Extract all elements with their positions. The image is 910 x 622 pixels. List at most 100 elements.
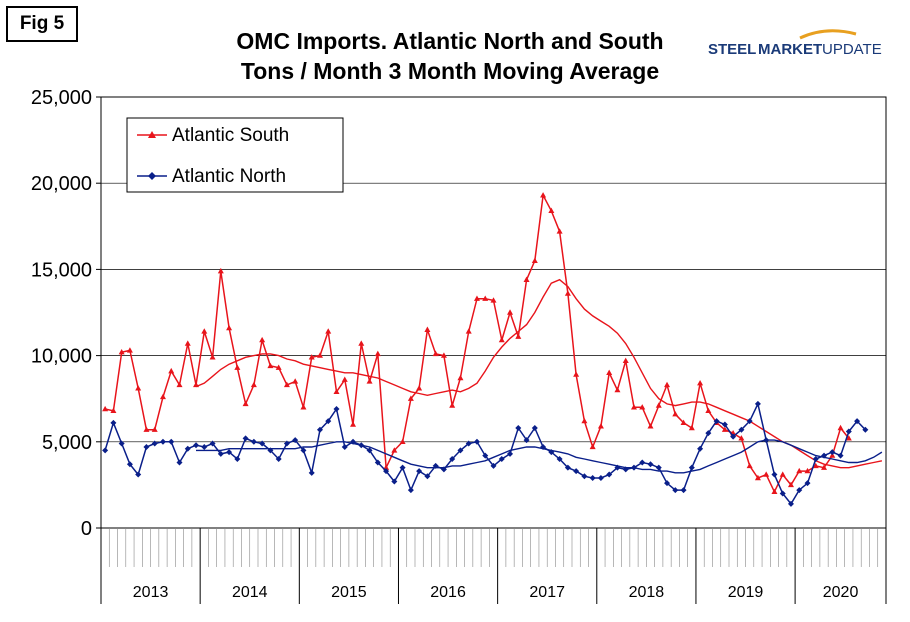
data-point-south	[622, 357, 629, 363]
data-point-south	[250, 381, 257, 388]
data-point-north	[193, 442, 200, 449]
data-point-north	[829, 449, 836, 456]
data-point-south	[540, 192, 547, 198]
data-point-south	[721, 426, 728, 432]
data-point-north	[110, 419, 117, 426]
data-point-north	[242, 435, 249, 442]
data-point-north	[796, 487, 803, 494]
data-point-north	[540, 443, 547, 450]
data-point-south	[333, 388, 340, 395]
data-point-north	[515, 425, 522, 432]
data-point-north	[779, 490, 786, 497]
data-point-north	[159, 438, 166, 445]
data-point-south	[391, 447, 398, 453]
data-point-north	[730, 433, 737, 440]
data-point-south	[135, 385, 142, 391]
data-point-south	[490, 297, 497, 303]
data-point-north	[383, 468, 390, 475]
data-point-south	[126, 347, 133, 353]
data-point-north	[217, 450, 224, 457]
data-point-north	[440, 466, 447, 473]
data-point-north	[697, 445, 704, 452]
data-point-north	[589, 475, 596, 482]
data-point-south	[465, 328, 472, 334]
data-point-north	[126, 461, 133, 468]
data-point-north	[374, 459, 381, 466]
data-point-north	[308, 469, 315, 476]
data-point-south	[102, 405, 109, 412]
data-point-north	[391, 478, 398, 485]
data-point-north	[250, 438, 257, 445]
data-point-south	[804, 467, 811, 474]
data-point-north	[622, 466, 629, 473]
data-point-north	[507, 450, 514, 457]
legend-label-south: Atlantic South	[172, 125, 289, 146]
x-year-label: 2013	[133, 584, 169, 601]
x-axis: 2013 2014 2015 2016 2017 2018 2019 2020	[100, 528, 887, 604]
data-point-north	[350, 438, 357, 445]
data-point-north	[787, 500, 794, 507]
data-point-south	[440, 352, 447, 358]
data-point-south	[358, 340, 365, 346]
data-point-north	[548, 449, 555, 456]
data-point-south	[763, 471, 770, 477]
chart-subtitle: Tons / Month 3 Month Moving Average	[240, 58, 660, 84]
data-point-north	[754, 400, 761, 407]
data-point-south	[316, 352, 323, 358]
data-point-north	[639, 459, 646, 466]
data-point-north	[763, 437, 770, 444]
data-point-south	[837, 424, 844, 431]
data-point-south	[292, 378, 299, 384]
data-point-south	[234, 364, 241, 370]
data-point-south	[589, 443, 596, 450]
data-point-north	[746, 418, 753, 425]
data-point-north	[705, 430, 712, 437]
data-point-south	[771, 488, 778, 494]
data-point-north	[655, 464, 662, 471]
figure-label: Fig 5	[6, 6, 78, 42]
data-point-north	[771, 471, 778, 478]
y-tick-label: 20,000	[31, 173, 92, 195]
data-point-north	[449, 456, 456, 463]
data-point-south	[416, 385, 423, 391]
brand-steel: STEEL	[708, 41, 756, 58]
data-point-north	[630, 464, 637, 471]
data-point-south	[151, 426, 158, 432]
data-point-south	[697, 379, 704, 386]
data-point-north	[102, 447, 109, 454]
data-point-north	[275, 456, 282, 463]
data-point-north	[151, 440, 158, 447]
data-point-south	[507, 309, 514, 315]
data-point-north	[201, 443, 208, 450]
data-point-north	[118, 440, 125, 447]
data-point-south	[242, 400, 249, 407]
data-point-north	[333, 406, 340, 413]
data-point-south	[283, 381, 290, 388]
y-tick-label: 5,000	[42, 432, 92, 454]
data-point-north	[143, 443, 150, 450]
data-point-south	[787, 481, 794, 488]
data-point-south	[779, 471, 786, 477]
x-year-label: 2017	[529, 584, 565, 601]
data-point-north	[316, 426, 323, 433]
data-point-north	[424, 473, 431, 480]
data-point-south	[655, 402, 662, 408]
data-point-north	[664, 480, 671, 487]
y-tick-label: 0	[81, 518, 92, 540]
data-point-south	[664, 381, 671, 388]
data-point-south	[647, 423, 654, 429]
data-point-north	[209, 440, 216, 447]
brand-market: MARKET	[758, 41, 822, 58]
x-year-label: 2019	[728, 584, 764, 601]
data-point-north	[325, 418, 332, 425]
data-point-south	[812, 462, 819, 469]
data-point-north	[234, 456, 241, 463]
data-point-north	[259, 440, 266, 447]
data-point-north	[432, 462, 439, 469]
data-point-south	[556, 228, 563, 234]
data-point-south	[639, 404, 646, 410]
data-point-south	[482, 295, 489, 301]
data-point-south	[457, 374, 464, 381]
data-point-north	[531, 425, 538, 432]
data-point-north	[399, 464, 406, 471]
